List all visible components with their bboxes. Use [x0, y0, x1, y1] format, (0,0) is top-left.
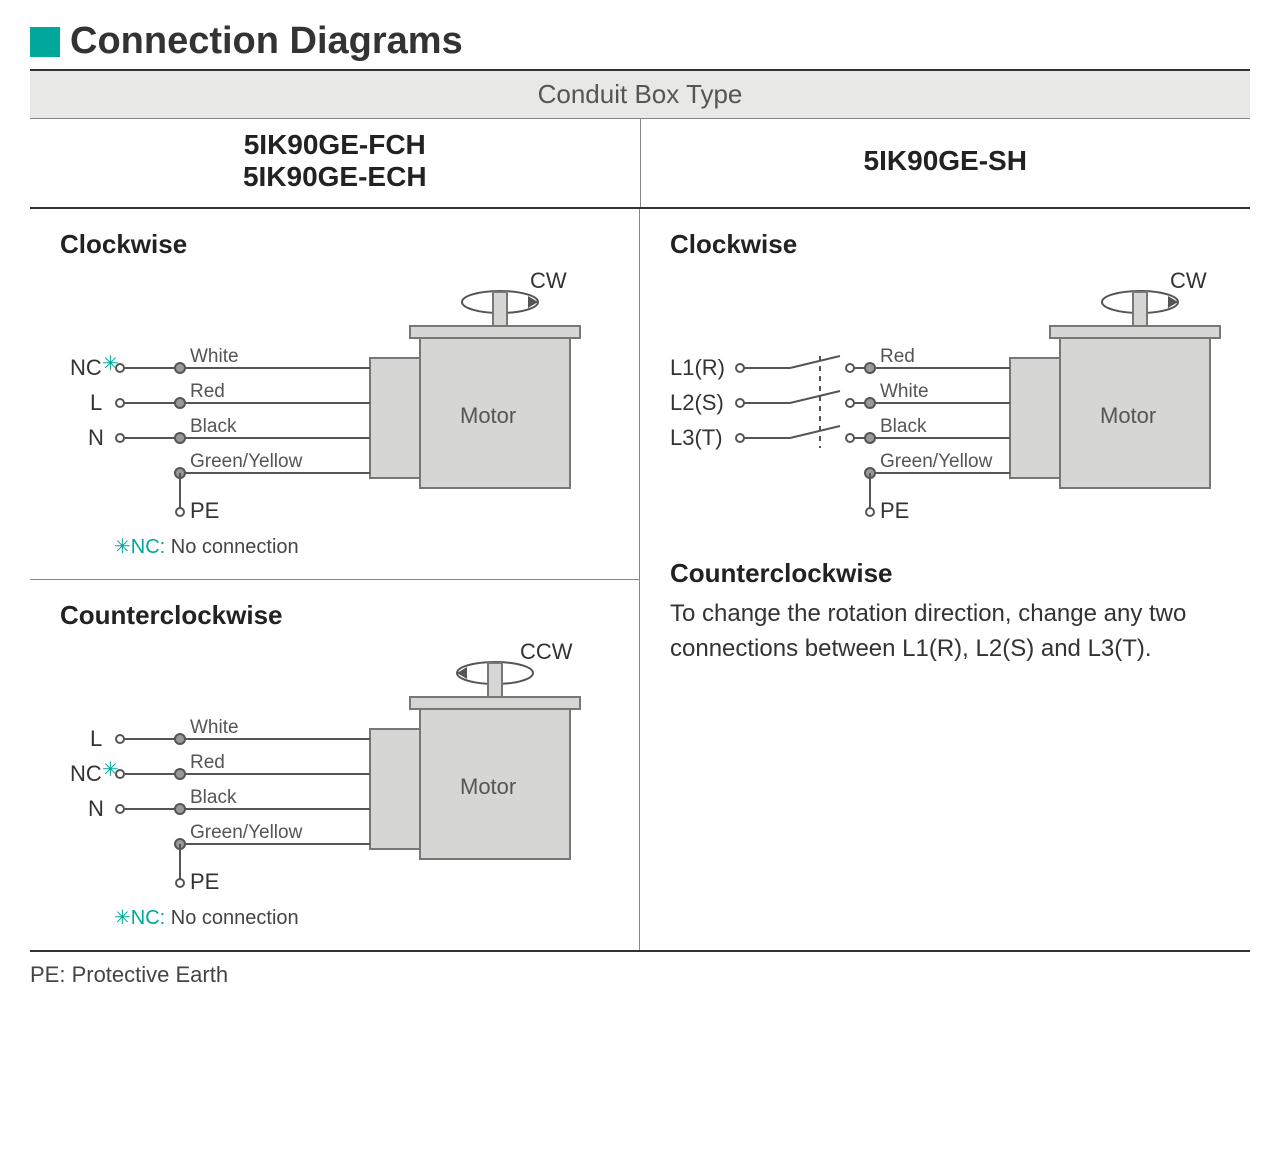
model-cell-left: 5IK90GE-FCH 5IK90GE-ECH	[30, 119, 640, 207]
ccw-rotation-label: CCW	[520, 639, 573, 664]
motor-icon: Motor	[370, 326, 580, 488]
right-cw-panel: Clockwise CW Motor	[640, 209, 1250, 548]
title-accent-square	[30, 27, 60, 57]
svg-text:CW: CW	[1170, 268, 1207, 293]
right-column: Clockwise CW Motor	[639, 209, 1250, 950]
svg-text:Motor: Motor	[1100, 403, 1156, 428]
motor-label: Motor	[460, 403, 516, 428]
svg-text:PE: PE	[190, 498, 219, 523]
svg-text:Green/Yellow: Green/Yellow	[190, 822, 303, 843]
svg-text:Black: Black	[190, 416, 237, 437]
svg-text:L1(R): L1(R)	[670, 355, 725, 380]
left-cw-title: Clockwise	[60, 229, 619, 260]
svg-text:PE: PE	[880, 498, 909, 523]
nc-star-icon: ✳NC:	[114, 907, 165, 929]
right-cw-title: Clockwise	[670, 229, 1230, 260]
left-ccw-title: Counterclockwise	[60, 600, 619, 631]
svg-text:White: White	[880, 381, 929, 402]
svg-text:N: N	[88, 425, 104, 450]
svg-text:✳: ✳	[102, 759, 119, 781]
header-band: Conduit Box Type	[30, 71, 1250, 119]
diagram-table: Conduit Box Type 5IK90GE-FCH 5IK90GE-ECH…	[30, 69, 1250, 950]
svg-text:Red: Red	[190, 752, 225, 773]
model-left-line2: 5IK90GE-ECH	[30, 161, 640, 193]
model-right-line1: 5IK90GE-SH	[864, 145, 1027, 177]
right-ccw-text: To change the rotation direction, change…	[670, 597, 1230, 667]
svg-text:PE: PE	[190, 869, 219, 894]
svg-text:Red: Red	[880, 346, 915, 367]
svg-text:L2(S): L2(S)	[670, 390, 724, 415]
right-ccw-title: Counterclockwise	[670, 558, 1230, 589]
left-column: Clockwise CW Motor	[30, 209, 639, 950]
svg-text:L: L	[90, 726, 102, 751]
page-title-row: Connection Diagrams	[30, 20, 1250, 63]
nc-note-text: No connection	[171, 907, 299, 929]
svg-text:NC: NC	[70, 355, 102, 380]
right-ccw-panel: Counterclockwise To change the rotation …	[640, 548, 1250, 687]
header-band-label: Conduit Box Type	[30, 79, 1250, 110]
left-ccw-note: ✳NC: No connection	[60, 905, 619, 930]
svg-text:L: L	[90, 390, 102, 415]
nc-note-text: No connection	[171, 536, 299, 558]
svg-text:✳: ✳	[102, 353, 119, 375]
svg-text:Black: Black	[880, 416, 927, 437]
left-cw-diagram: CW Motor	[60, 268, 600, 528]
model-row: 5IK90GE-FCH 5IK90GE-ECH 5IK90GE-SH	[30, 119, 1250, 209]
page-title: Connection Diagrams	[70, 20, 463, 63]
left-cw-panel: Clockwise CW Motor	[30, 209, 639, 579]
svg-text:White: White	[190, 717, 239, 738]
svg-text:Green/Yellow: Green/Yellow	[880, 451, 993, 472]
left-ccw-diagram: CCW Motor L	[60, 639, 600, 899]
svg-text:N: N	[88, 796, 104, 821]
svg-text:Red: Red	[190, 381, 225, 402]
model-cell-right: 5IK90GE-SH	[640, 119, 1251, 207]
cw-rotation-label: CW	[530, 268, 567, 293]
svg-text:L3(T): L3(T)	[670, 425, 723, 450]
right-cw-diagram: CW Motor L1(R)	[670, 268, 1230, 528]
svg-text:NC: NC	[70, 761, 102, 786]
footer-note: PE: Protective Earth	[30, 950, 1250, 988]
svg-text:Motor: Motor	[460, 774, 516, 799]
svg-text:Green/Yellow: Green/Yellow	[190, 451, 303, 472]
model-left-line1: 5IK90GE-FCH	[30, 129, 640, 161]
svg-text:White: White	[190, 346, 239, 367]
left-cw-note: ✳NC: No connection	[60, 534, 619, 559]
content-row: Clockwise CW Motor	[30, 209, 1250, 950]
svg-text:Black: Black	[190, 787, 237, 808]
left-ccw-panel: Counterclockwise CCW Motor	[30, 579, 639, 950]
nc-star-icon: ✳NC:	[114, 536, 165, 558]
